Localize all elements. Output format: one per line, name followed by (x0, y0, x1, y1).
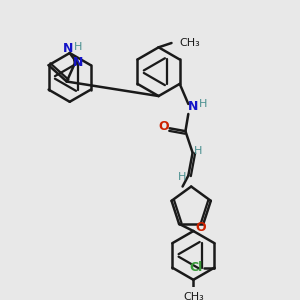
Text: CH₃: CH₃ (179, 38, 200, 48)
Text: H: H (194, 146, 202, 156)
Text: H: H (199, 99, 207, 109)
Text: N: N (188, 100, 199, 113)
Text: O: O (159, 120, 169, 134)
Text: O: O (196, 221, 206, 234)
Text: N: N (73, 56, 83, 69)
Text: Cl: Cl (190, 261, 203, 274)
Text: H: H (74, 42, 82, 52)
Text: N: N (63, 42, 74, 55)
Text: CH₃: CH₃ (183, 292, 204, 300)
Text: H: H (178, 172, 186, 182)
